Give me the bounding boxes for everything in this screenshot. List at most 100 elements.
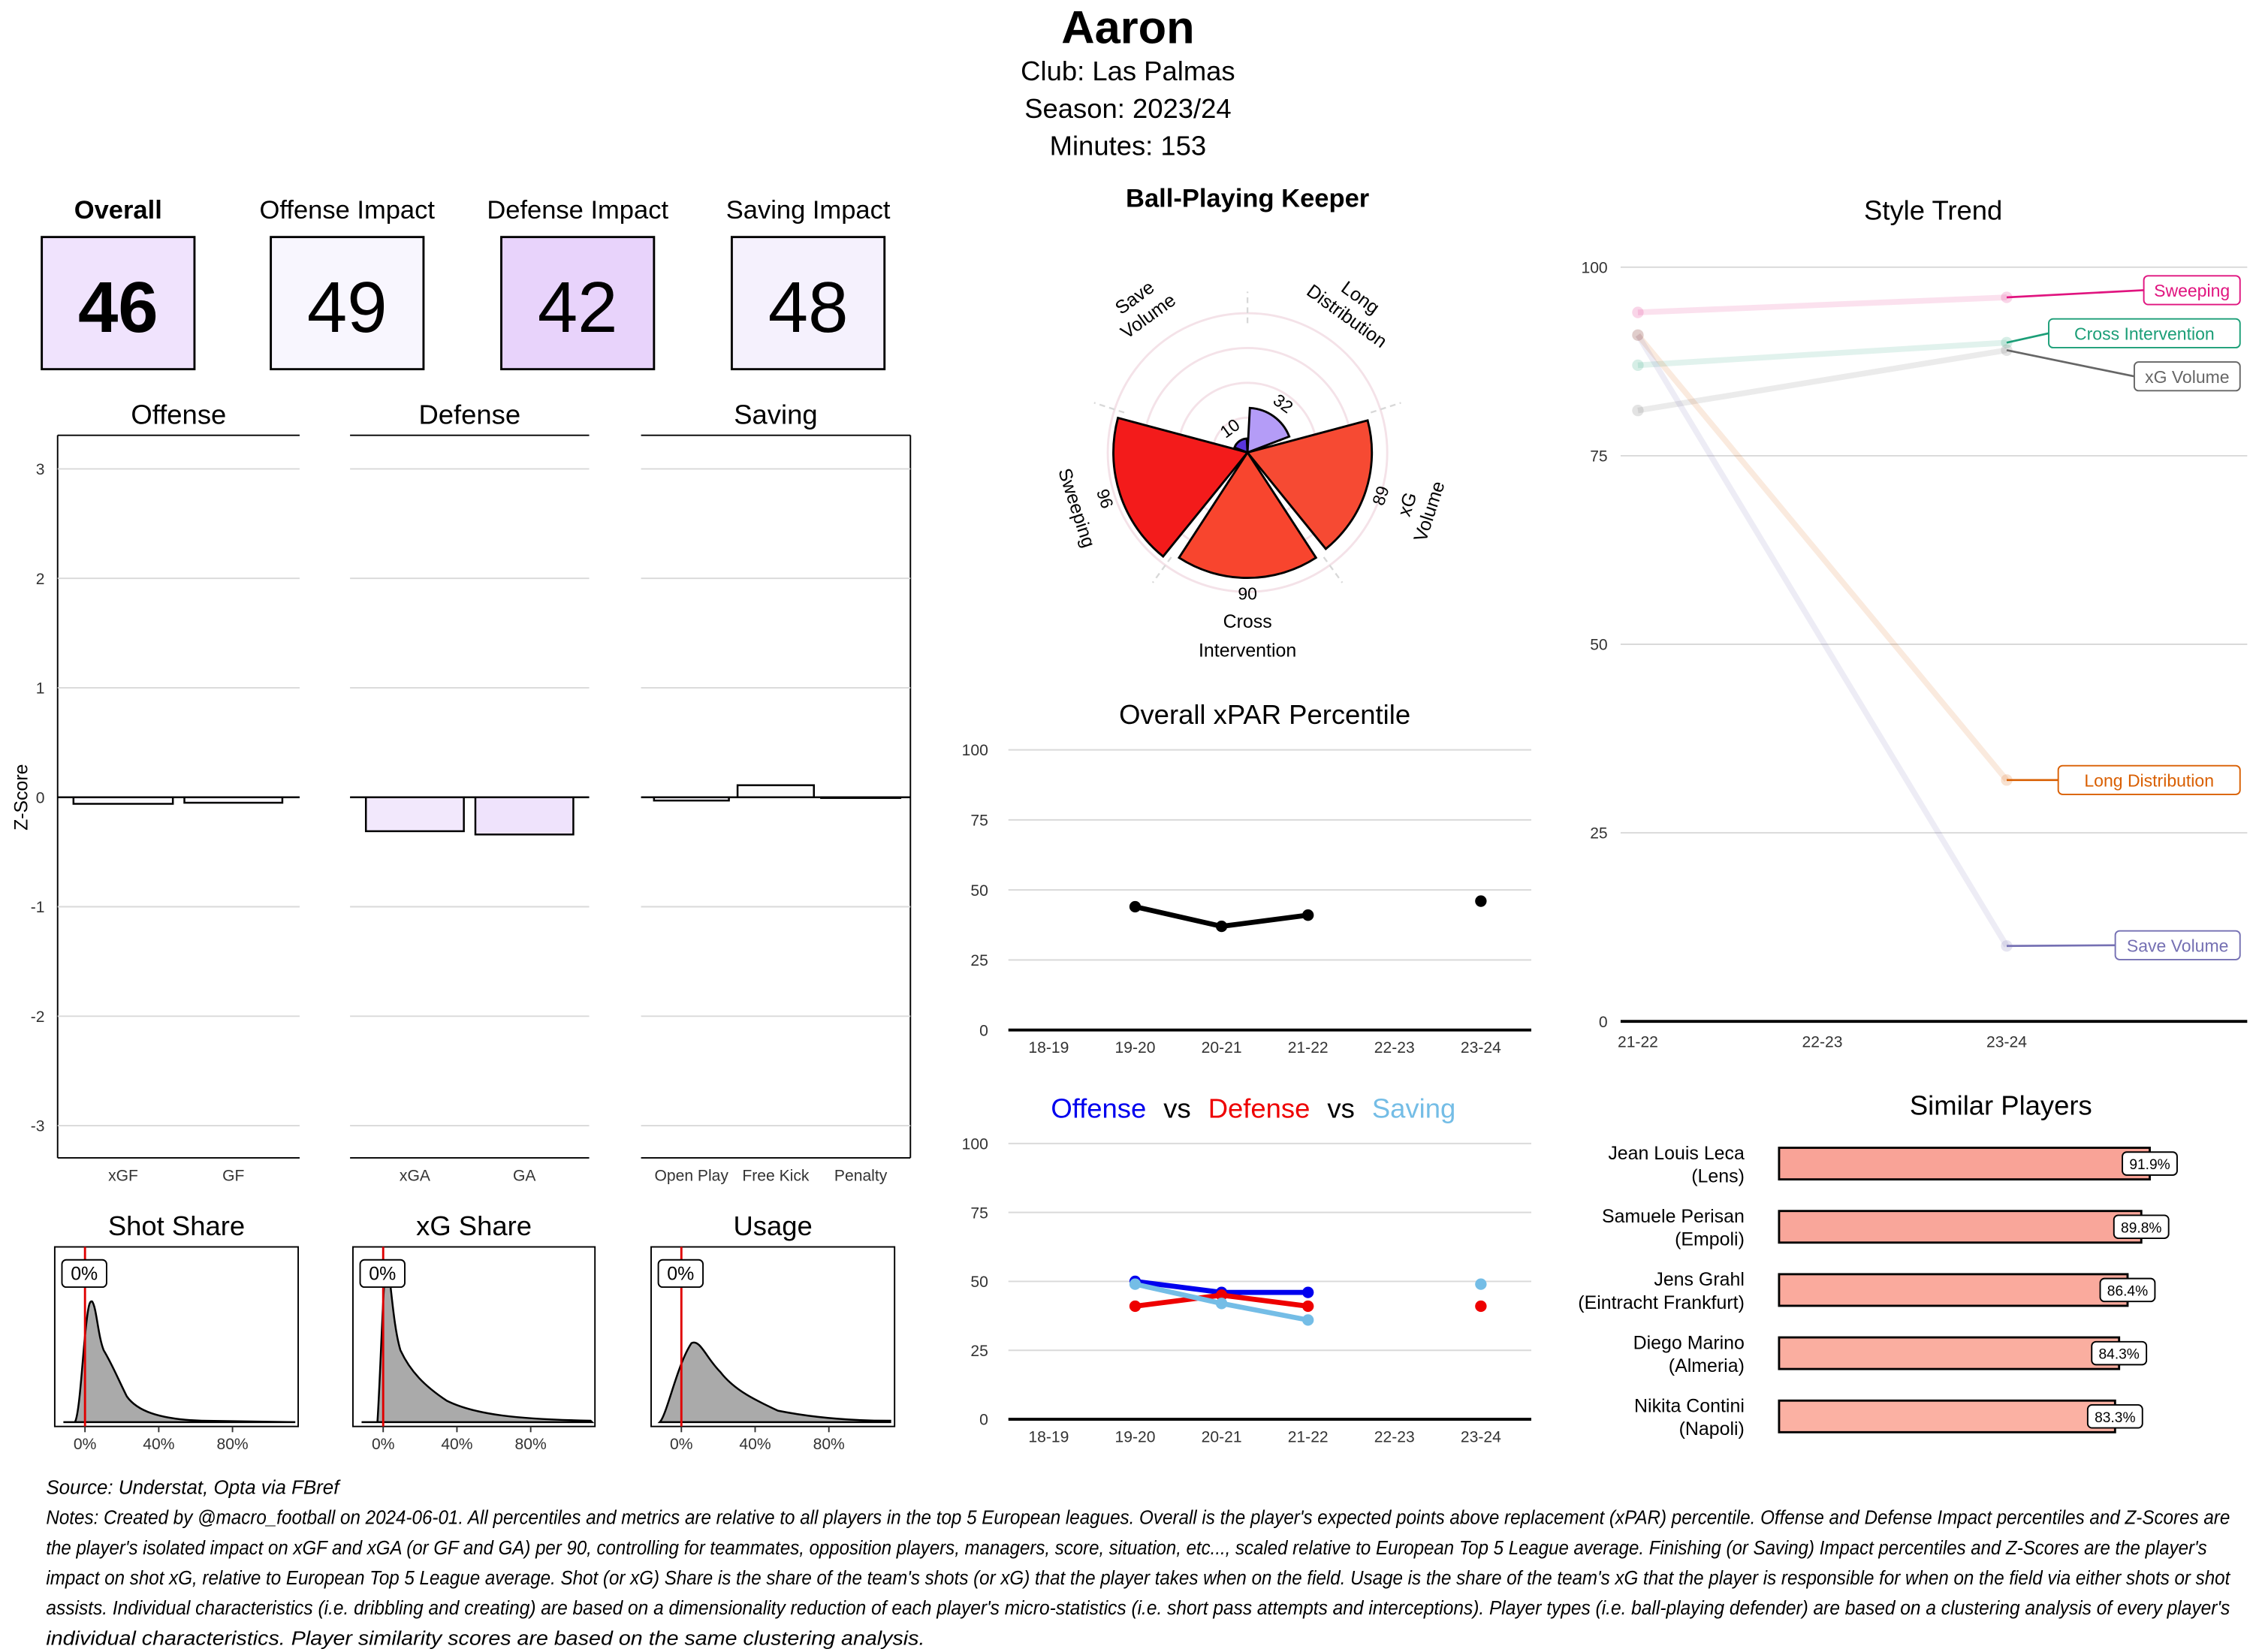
data-point-xpar — [1302, 909, 1314, 921]
x-tick-label: 18-19 — [1028, 1429, 1069, 1446]
x-tick-label: 80% — [813, 1436, 845, 1453]
note-line: assists. Individual characteristics (i.e… — [46, 1598, 2230, 1619]
series-label-box — [2143, 275, 2241, 306]
x-tick-label: 23-24 — [1461, 1429, 1501, 1446]
similarity-label: 89.8% — [2121, 1220, 2161, 1236]
share-title: Shot Share — [108, 1210, 245, 1241]
zscore-bar — [736, 784, 816, 798]
x-tick-label: 0% — [372, 1436, 394, 1453]
style-trend-chart: Style Trend 100 75 50 25 0 21-22 22-23 23-24 Swee… — [1581, 195, 2248, 1051]
similarity-bar — [1778, 1210, 2143, 1244]
y-tick-label: 50 — [1590, 637, 1607, 654]
similar-player-name-line: (Napoli) — [1679, 1418, 1745, 1439]
label-connector — [2006, 944, 2116, 948]
polar-bar — [1232, 437, 1249, 454]
title-part-offense: Offense — [1051, 1093, 1146, 1123]
x-tick-label: 22-23 — [1802, 1034, 1842, 1051]
similarity-label: 91.9% — [2129, 1157, 2170, 1173]
similar-players-chart: Similar Players Jean Louis Leca (Lens) 91.9… — [1578, 1090, 2178, 1439]
data-point-defense — [1302, 1300, 1314, 1313]
similarity-bar — [1778, 1273, 2129, 1307]
y-tick-label: 25 — [970, 952, 988, 969]
series-label-box — [2133, 361, 2241, 392]
title-part-saving: Saving — [1372, 1093, 1455, 1123]
chart-title: Overall xPAR Percentile — [1119, 699, 1410, 730]
x-tick-label: 21-22 — [1288, 1429, 1329, 1446]
x-tick-label: GA — [513, 1168, 535, 1185]
x-tick-label: 23-24 — [1986, 1034, 2027, 1051]
source-text: Source: Understat, Opta via FBref — [46, 1478, 341, 1499]
share-frame — [650, 1246, 896, 1427]
x-tick-label: 22-23 — [1374, 1429, 1415, 1446]
similarity-label-box — [2113, 1214, 2170, 1240]
card-value: 46 — [78, 267, 158, 348]
similar-player-name-line: Jean Louis Leca — [1608, 1143, 1745, 1164]
data-point-defense — [1129, 1300, 1142, 1313]
header: Aaron Club: Las Palmas Season: 2023/24 M… — [1021, 2, 1235, 161]
trend-point — [1632, 359, 1644, 372]
x-tick-label: 22-23 — [1374, 1039, 1415, 1057]
data-point-saving — [1302, 1314, 1314, 1326]
x-tick-label: xGA — [400, 1168, 430, 1185]
x-tick-label: 18-19 — [1028, 1039, 1069, 1057]
y-tick-label: 100 — [962, 1135, 988, 1153]
similarity-bar — [1778, 1399, 2116, 1433]
card-label: Overall — [74, 196, 162, 225]
card-label: Offense Impact — [260, 196, 436, 225]
value-badge-text: 0% — [71, 1264, 98, 1285]
value-badge-text: 0% — [667, 1264, 694, 1285]
card-box — [41, 236, 196, 371]
polar-category-label: Sweeping — [1054, 466, 1099, 550]
similarity-label-box — [2099, 1277, 2156, 1303]
trend-point — [1632, 306, 1644, 318]
x-tick-label: Free Kick — [742, 1168, 810, 1185]
polar-category-line: Intervention — [1199, 640, 1296, 661]
y-tick-label: 0 — [1599, 1014, 1608, 1031]
chart-title: Ball-Playing Keeper — [1126, 185, 1369, 213]
zscore-bar — [474, 796, 575, 836]
series-label: Sweeping — [2154, 281, 2230, 300]
y-tick-label: 100 — [962, 742, 988, 759]
series-label: Save Volume — [2127, 936, 2229, 955]
x-tick-label: 40% — [441, 1436, 472, 1453]
x-tick-label: 80% — [216, 1436, 248, 1453]
series-label-box — [2114, 930, 2241, 960]
similar-player-name-line: Nikita Contini — [1634, 1396, 1745, 1417]
x-tick-label: 0% — [74, 1436, 96, 1453]
trend-point — [1632, 405, 1644, 417]
series-label-box — [2057, 764, 2241, 795]
trend-line — [1637, 294, 2007, 315]
trend-line — [1637, 347, 2007, 414]
card-label: Saving Impact — [726, 196, 891, 225]
similar-player-name-line: (Eintracht Frankfurt) — [1578, 1292, 1745, 1313]
trend-point — [2001, 344, 2013, 356]
card-box — [270, 236, 425, 371]
xpar-percentile-chart: Overall xPAR Percentile 100 75 50 25 0 18-19 19… — [962, 699, 1532, 1057]
x-tick-label: 21-22 — [1618, 1034, 1658, 1051]
x-tick-label: Open Play — [654, 1168, 728, 1185]
data-point-xpar — [1215, 920, 1228, 933]
series-label: Long Distribution — [2084, 770, 2214, 790]
share-frame — [53, 1246, 300, 1427]
x-tick-label: GF — [222, 1168, 244, 1185]
note-line: Notes: Created by @macro_football on 202… — [46, 1508, 2230, 1529]
data-point-saving — [1475, 1278, 1487, 1290]
polar-bar — [1245, 419, 1374, 550]
card-label: Defense Impact — [487, 196, 668, 225]
x-tick-label: 19-20 — [1115, 1039, 1156, 1057]
label-connector — [2006, 332, 2049, 344]
title-part-vs: vs — [1163, 1093, 1190, 1123]
x-tick-label: 20-21 — [1202, 1429, 1242, 1446]
y-tick-label: 100 — [1581, 260, 1607, 277]
shot-share-density — [63, 1300, 296, 1424]
share-frame — [351, 1246, 596, 1427]
polar-category-label: SaveVolume — [1103, 271, 1180, 343]
x-tick-label: 20-21 — [1202, 1039, 1242, 1057]
share-density-charts: Shot Share 0% 0% 40% 80% xG Share 0% 0% 40% 80% Us… — [53, 1210, 896, 1453]
similar-player-name-line: (Lens) — [1691, 1165, 1745, 1186]
polar-bar — [1177, 450, 1318, 580]
similarity-label-box — [2122, 1151, 2178, 1176]
similar-player-name: Samuele Perisan (Empoli) — [1602, 1206, 1745, 1250]
polar-spoke — [1093, 402, 1125, 414]
polar-category-label: Cross Intervention — [1199, 611, 1296, 661]
